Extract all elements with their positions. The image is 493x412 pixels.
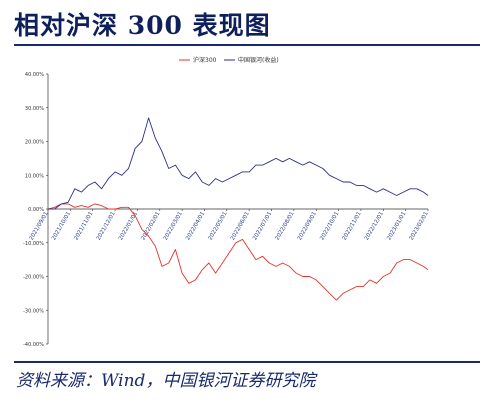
axes <box>46 73 429 345</box>
x-tick-label: 2022/11/01 <box>342 211 363 241</box>
x-tick-label: 2021/09/01 <box>29 211 50 241</box>
y-tick-label: -10.00% <box>23 241 44 247</box>
x-tick-label: 2022/01/01 <box>118 211 139 241</box>
page-title: 相对沪深 300 表现图 <box>14 11 271 40</box>
x-tick-label: 2023/02/01 <box>409 211 430 241</box>
y-tick-label: 0.00% <box>28 207 44 213</box>
series-line-zgyf <box>48 117 429 210</box>
x-tick-label: 2022/08/01 <box>275 211 296 241</box>
x-tick-label: 2022/03/01 <box>163 211 184 241</box>
legend-label-hs300: 沪深300 <box>193 56 217 64</box>
x-tick-label: 2022/07/01 <box>252 211 273 241</box>
x-tick-label: 2022/12/01 <box>364 211 385 241</box>
source-divider <box>14 361 480 363</box>
source-note: 资料来源：Wind，中国银河证券研究院 <box>16 371 316 391</box>
y-tick-label: 10.00% <box>25 173 44 179</box>
series-line-hs300 <box>47 203 429 301</box>
x-tick-label: 2022/02/01 <box>140 211 161 241</box>
x-tick-label: 2021/11/01 <box>73 211 94 241</box>
x-tick-label: 2021/12/01 <box>96 211 117 241</box>
legend: 沪深300 中国银河(收益) <box>179 56 279 64</box>
series-lines <box>47 117 429 301</box>
x-tick-labels: 2021/09/01 2021/10/01 2021/11/01 2021/12/01… <box>29 211 430 241</box>
y-tick-label: 40.00% <box>25 72 44 78</box>
legend-label-zgyf: 中国银河(收益) <box>238 56 279 64</box>
title-underline <box>14 44 480 46</box>
x-tick-label: 2022/09/01 <box>297 211 318 241</box>
y-tick-labels: 40.00% 30.00% 20.00% 10.00% 0.00% -10.00% -20.… <box>23 72 44 348</box>
x-tick-label: 2021/10/01 <box>51 211 72 241</box>
y-tick-label: -30.00% <box>23 308 44 314</box>
y-tick-label: 20.00% <box>25 140 44 146</box>
x-tick-label: 2022/06/01 <box>230 211 251 241</box>
x-tick-label: 2022/04/01 <box>185 211 206 241</box>
y-tick-label: 30.00% <box>25 106 44 112</box>
x-tick-label: 2023/01/01 <box>386 211 407 241</box>
x-tick-label: 2022/05/01 <box>208 211 229 241</box>
y-tick-label: -20.00% <box>23 275 44 281</box>
x-tick-label: 2022/10/01 <box>319 211 340 241</box>
y-tick-label: -40.00% <box>23 342 44 348</box>
